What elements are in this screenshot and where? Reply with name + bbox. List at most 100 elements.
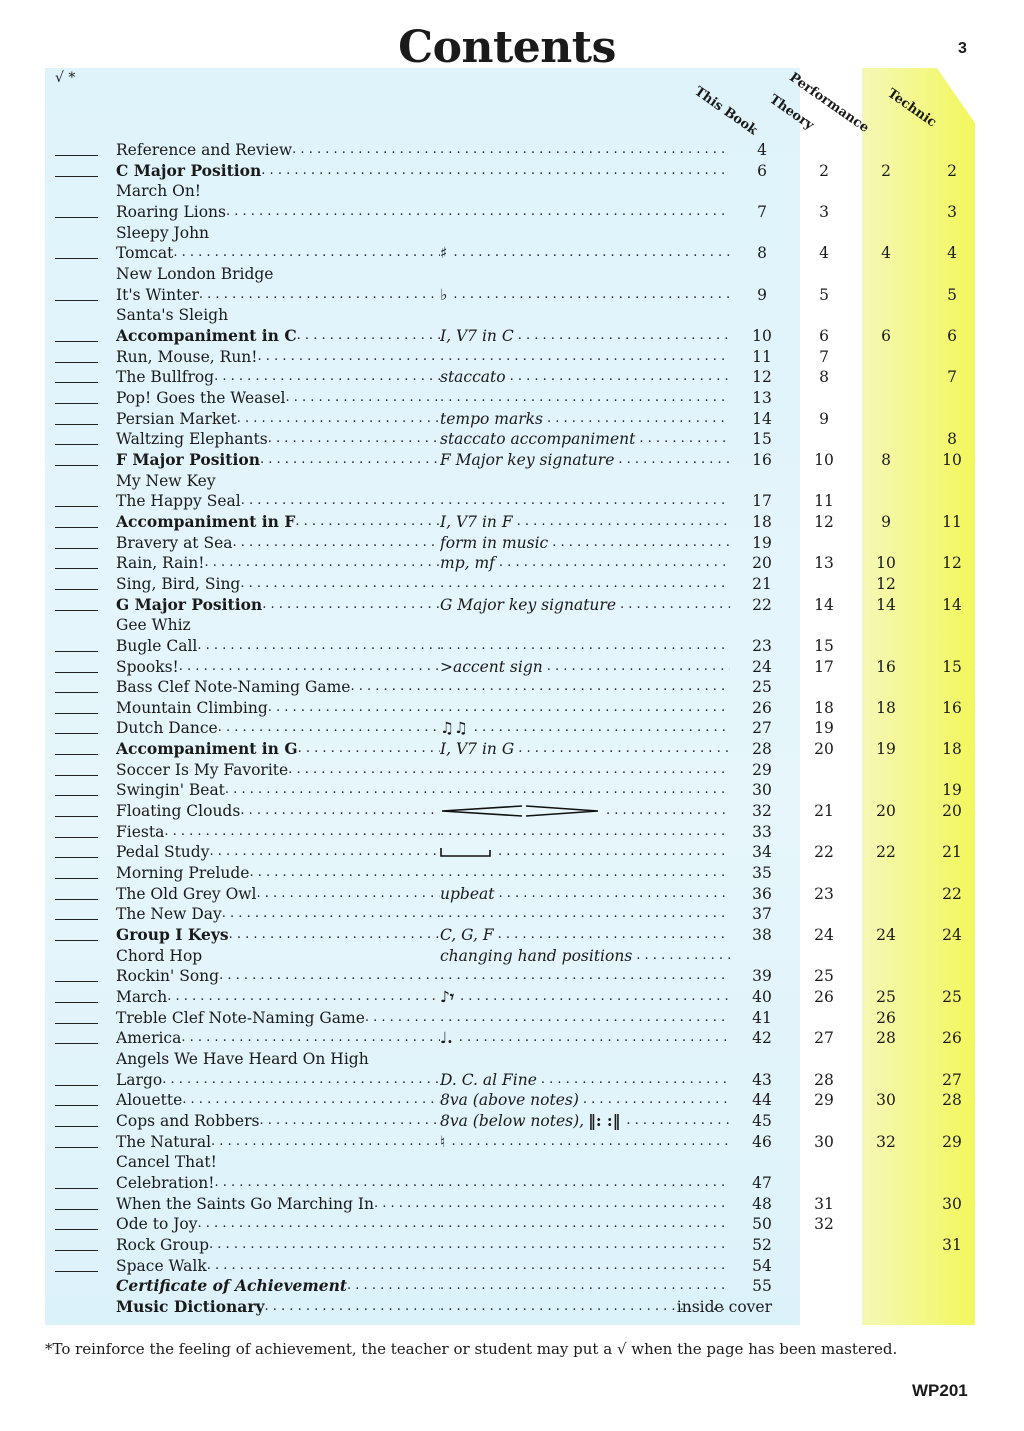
checkoff-line[interactable] <box>55 650 98 652</box>
song-title: Chord Hop <box>116 946 203 965</box>
checkoff-line[interactable] <box>55 1084 98 1086</box>
this-book-page: 15 <box>752 430 772 449</box>
natural-icon: ♮ <box>440 1131 446 1151</box>
checkoff-line[interactable] <box>55 1249 98 1251</box>
checkoff-line[interactable] <box>55 919 98 921</box>
technic-page: 20 <box>942 802 962 821</box>
performance-page: 28 <box>876 1029 896 1048</box>
checkoff-line[interactable] <box>55 444 98 446</box>
table-row: Spooks! >accent sign 24 17 16 15 <box>0 657 1024 677</box>
this-book-page: 55 <box>752 1277 772 1296</box>
checkoff-line[interactable] <box>55 155 98 156</box>
concept-label: 8va (above notes) <box>440 1091 579 1110</box>
performance-page: 16 <box>876 657 896 676</box>
checkoff-line[interactable] <box>55 1146 98 1148</box>
theory-page: 23 <box>814 884 834 903</box>
theory-page: 15 <box>814 636 834 655</box>
song-title: Treble Clef Note-Naming Game <box>116 1008 365 1027</box>
song-title: Alouette <box>116 1091 183 1110</box>
checkoff-line[interactable] <box>55 506 98 508</box>
this-book-page: 28 <box>752 740 772 759</box>
checkoff-line[interactable] <box>55 361 98 363</box>
checkoff-line[interactable] <box>55 1105 98 1107</box>
performance-page: 2 <box>881 161 891 180</box>
dot-leader <box>517 512 730 532</box>
table-row: My New Key <box>0 471 1024 491</box>
checkoff-line[interactable] <box>55 692 98 694</box>
concept-label: form in music <box>440 533 549 552</box>
checkoff-line[interactable] <box>55 733 98 735</box>
this-book-page: 36 <box>752 884 772 903</box>
this-book-page: 39 <box>752 967 772 986</box>
this-book-page: 9 <box>757 285 767 304</box>
checkoff-line[interactable] <box>55 1043 98 1045</box>
footnote: *To reinforce the feeling of achievement… <box>45 1340 898 1358</box>
this-book-page: 35 <box>752 864 772 883</box>
checkoff-line[interactable] <box>55 816 98 818</box>
dot-leader <box>173 243 440 263</box>
song-title: Accompaniment in C <box>116 325 297 345</box>
song-title: Ode to Joy <box>116 1215 198 1234</box>
performance-page: 8 <box>881 450 891 469</box>
technic-page: 29 <box>942 1132 962 1151</box>
checkoff-line[interactable] <box>55 216 98 218</box>
checkoff-line[interactable] <box>55 774 98 776</box>
dot-leader <box>440 1256 730 1276</box>
this-book-page: 27 <box>752 719 772 738</box>
checkoff-line[interactable] <box>55 609 98 611</box>
theory-page: 13 <box>814 554 834 573</box>
checkoff-line[interactable] <box>55 175 98 177</box>
checkoff-line[interactable] <box>55 402 98 404</box>
dot-leader <box>207 1256 440 1276</box>
checkoff-line[interactable] <box>55 464 98 466</box>
checkoff-line[interactable] <box>55 754 98 756</box>
table-row: Rain, Rain! mp, mf 20 13 10 12 <box>0 553 1024 573</box>
checkoff-line[interactable] <box>55 568 98 570</box>
performance-page: 6 <box>881 326 891 345</box>
table-row: Pop! Goes the Weasel 13 <box>0 388 1024 408</box>
theory-page: 32 <box>814 1215 834 1234</box>
checkoff-line[interactable] <box>55 1188 98 1189</box>
checkoff-line[interactable] <box>55 382 98 384</box>
checkoff-line[interactable] <box>55 795 98 797</box>
checkoff-line[interactable] <box>55 258 98 260</box>
theory-page: 14 <box>814 595 834 614</box>
checkoff-line[interactable] <box>55 898 98 900</box>
song-title: F Major Position <box>116 449 260 469</box>
checkoff-line[interactable] <box>55 836 98 838</box>
checkoff-line[interactable] <box>55 526 98 528</box>
song-title: New London Bridge <box>116 264 274 283</box>
checkoff-line[interactable] <box>55 423 98 425</box>
this-book-page: 48 <box>752 1194 772 1213</box>
song-title: Roaring Lions <box>116 202 226 221</box>
checkoff-line[interactable] <box>55 712 98 714</box>
this-book-page: 46 <box>752 1132 772 1151</box>
repeat-signs-icon: ‖: :‖ <box>588 1111 621 1131</box>
checkoff-line[interactable] <box>55 1270 98 1272</box>
technic-page: 14 <box>942 595 962 614</box>
table-row: Soccer Is My Favorite 29 <box>0 760 1024 780</box>
checkoff-line[interactable] <box>55 299 98 301</box>
this-book-page: 19 <box>752 533 772 552</box>
table-row: Santa's Sleigh <box>0 305 1024 325</box>
dot-leader <box>240 574 440 594</box>
checkoff-line[interactable] <box>55 981 98 983</box>
dot-leader <box>541 1070 730 1090</box>
checkoff-line[interactable] <box>55 671 98 673</box>
checkoff-line[interactable] <box>55 1002 98 1004</box>
checkoff-line[interactable] <box>55 547 98 549</box>
dot-leader <box>440 760 730 780</box>
dot-leader <box>620 595 730 615</box>
technic-page: 16 <box>942 698 962 717</box>
checkoff-line[interactable] <box>55 1126 98 1128</box>
checkoff-line[interactable] <box>55 940 98 942</box>
song-title: The New Day <box>116 905 222 924</box>
checkoff-line[interactable] <box>55 588 98 590</box>
checkoff-line[interactable] <box>55 1208 98 1210</box>
checkoff-line[interactable] <box>55 1022 98 1024</box>
checkoff-line[interactable] <box>55 878 98 880</box>
checkoff-line[interactable] <box>55 1229 98 1231</box>
checkoff-line[interactable] <box>55 857 98 859</box>
this-book-page: 26 <box>752 698 772 717</box>
checkoff-line[interactable] <box>55 340 98 342</box>
